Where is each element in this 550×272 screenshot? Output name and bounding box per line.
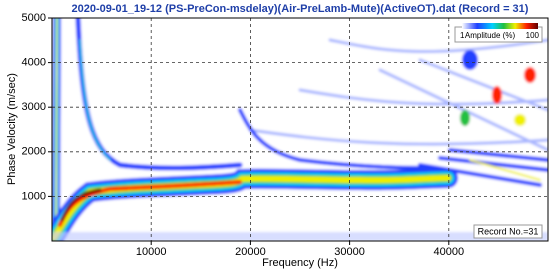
chart-title: 2020-09-01_19-12 (PS-PreCon-msdelay)(Air… (72, 3, 529, 15)
colorbar-max: 100 (526, 31, 540, 40)
x-tick-label: 30000 (334, 246, 365, 258)
y-tick-label: 5000 (22, 12, 46, 24)
heatmap-image (52, 18, 548, 241)
y-tick-label: 2000 (22, 146, 46, 158)
y-tick-label: 4000 (22, 57, 46, 69)
colorbar-label: Amplitude (%) (465, 31, 516, 40)
x-tick-label: 40000 (434, 246, 465, 258)
annotation: Record No.=31 (478, 226, 539, 236)
y-tick-label: 3000 (22, 101, 46, 113)
y-axis-title: Phase Velocity (m/sec) (6, 73, 18, 185)
x-axis-title: Frequency (Hz) (262, 257, 338, 269)
y-tick-label: 1000 (22, 190, 46, 202)
x-tick-label: 20000 (235, 246, 266, 258)
colorbar (462, 23, 538, 29)
chart: 2020-09-01_19-12 (PS-PreCon-msdelay)(Air… (0, 0, 550, 272)
x-tick-label: 10000 (136, 246, 167, 258)
